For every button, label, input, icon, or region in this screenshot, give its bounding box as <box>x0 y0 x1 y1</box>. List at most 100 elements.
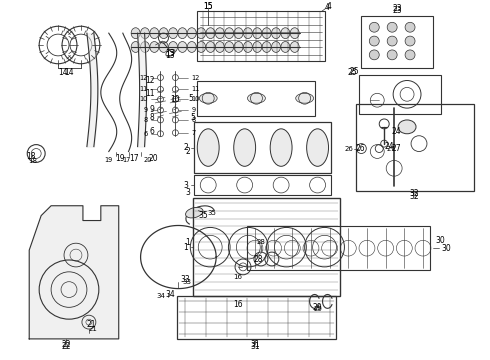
Bar <box>247 226 430 270</box>
Ellipse shape <box>247 93 266 103</box>
Text: 28: 28 <box>253 256 263 265</box>
Text: 18: 18 <box>26 152 36 161</box>
Bar <box>193 198 341 297</box>
Ellipse shape <box>150 28 159 39</box>
Bar <box>177 297 337 339</box>
Text: 27: 27 <box>391 144 401 153</box>
Ellipse shape <box>398 120 416 134</box>
Text: 34: 34 <box>166 290 175 299</box>
Ellipse shape <box>169 28 177 39</box>
Ellipse shape <box>307 129 328 166</box>
Bar <box>197 81 315 116</box>
Text: 12: 12 <box>139 75 147 81</box>
Ellipse shape <box>270 129 292 166</box>
Bar <box>195 122 331 173</box>
Text: 2: 2 <box>184 143 188 152</box>
Circle shape <box>369 22 379 32</box>
Text: 16: 16 <box>233 300 243 309</box>
Text: 5: 5 <box>189 94 193 103</box>
Text: 11: 11 <box>145 89 154 98</box>
Text: 33: 33 <box>180 275 190 284</box>
Ellipse shape <box>178 28 187 39</box>
Text: 10: 10 <box>139 96 147 102</box>
Text: 12: 12 <box>145 76 154 85</box>
Text: 14: 14 <box>58 68 68 77</box>
Text: 11: 11 <box>139 86 147 93</box>
Bar <box>359 75 441 114</box>
Ellipse shape <box>196 28 206 39</box>
Bar <box>356 104 474 191</box>
Text: 8: 8 <box>143 117 147 123</box>
Text: 27: 27 <box>386 145 395 152</box>
Text: 25: 25 <box>348 68 357 77</box>
Ellipse shape <box>290 28 299 39</box>
Ellipse shape <box>199 93 217 103</box>
Ellipse shape <box>131 41 140 53</box>
Text: 24: 24 <box>391 127 401 136</box>
Ellipse shape <box>131 28 140 39</box>
Ellipse shape <box>216 28 224 39</box>
Ellipse shape <box>253 28 262 39</box>
Text: 35: 35 <box>207 210 216 216</box>
Text: 10: 10 <box>191 96 200 102</box>
Ellipse shape <box>225 28 234 39</box>
Text: 8: 8 <box>191 117 196 123</box>
Text: 28: 28 <box>256 239 266 245</box>
Text: 32: 32 <box>409 189 419 198</box>
Text: 13: 13 <box>166 51 175 60</box>
Text: 17: 17 <box>122 157 131 163</box>
Polygon shape <box>29 206 119 339</box>
Bar <box>195 175 331 195</box>
Ellipse shape <box>234 129 256 166</box>
Text: 15: 15 <box>203 2 213 11</box>
Text: 12: 12 <box>191 75 200 81</box>
Ellipse shape <box>244 41 252 53</box>
Text: 19: 19 <box>115 154 124 163</box>
Text: 22: 22 <box>61 340 71 349</box>
Text: 9: 9 <box>191 107 196 113</box>
Ellipse shape <box>187 28 196 39</box>
Text: 25: 25 <box>350 67 359 76</box>
Ellipse shape <box>234 41 243 53</box>
Text: 20: 20 <box>148 154 158 163</box>
Text: 5: 5 <box>191 113 196 122</box>
Ellipse shape <box>159 41 168 53</box>
Ellipse shape <box>216 41 224 53</box>
Ellipse shape <box>295 93 314 103</box>
Ellipse shape <box>225 41 234 53</box>
Circle shape <box>387 22 397 32</box>
Text: 1: 1 <box>184 243 188 252</box>
Text: 22: 22 <box>61 342 71 351</box>
Text: 21: 21 <box>88 326 98 332</box>
Text: 26: 26 <box>356 144 366 153</box>
Text: 9: 9 <box>144 107 147 113</box>
Ellipse shape <box>141 28 149 39</box>
Text: 34: 34 <box>157 293 166 300</box>
Ellipse shape <box>262 41 271 53</box>
Text: 30: 30 <box>435 236 444 245</box>
Text: 13: 13 <box>166 49 175 58</box>
Text: 9: 9 <box>149 105 154 114</box>
Text: 10: 10 <box>171 95 180 104</box>
Text: 15: 15 <box>203 2 213 11</box>
Text: 33: 33 <box>182 279 192 285</box>
Ellipse shape <box>290 41 299 53</box>
Ellipse shape <box>196 41 206 53</box>
Ellipse shape <box>206 41 215 53</box>
Text: 14: 14 <box>64 68 74 77</box>
Text: 31: 31 <box>250 340 260 349</box>
Text: 2: 2 <box>186 147 190 156</box>
Text: 21: 21 <box>86 320 96 329</box>
Circle shape <box>387 36 397 46</box>
Text: 4: 4 <box>325 3 330 12</box>
Ellipse shape <box>271 28 280 39</box>
Text: 23: 23 <box>392 4 402 13</box>
Circle shape <box>387 50 397 60</box>
Circle shape <box>369 36 379 46</box>
Text: 3: 3 <box>183 180 188 189</box>
Text: 29: 29 <box>313 306 322 312</box>
Ellipse shape <box>150 41 159 53</box>
Text: 1: 1 <box>186 238 190 247</box>
Ellipse shape <box>187 41 196 53</box>
Text: 29: 29 <box>313 303 322 312</box>
